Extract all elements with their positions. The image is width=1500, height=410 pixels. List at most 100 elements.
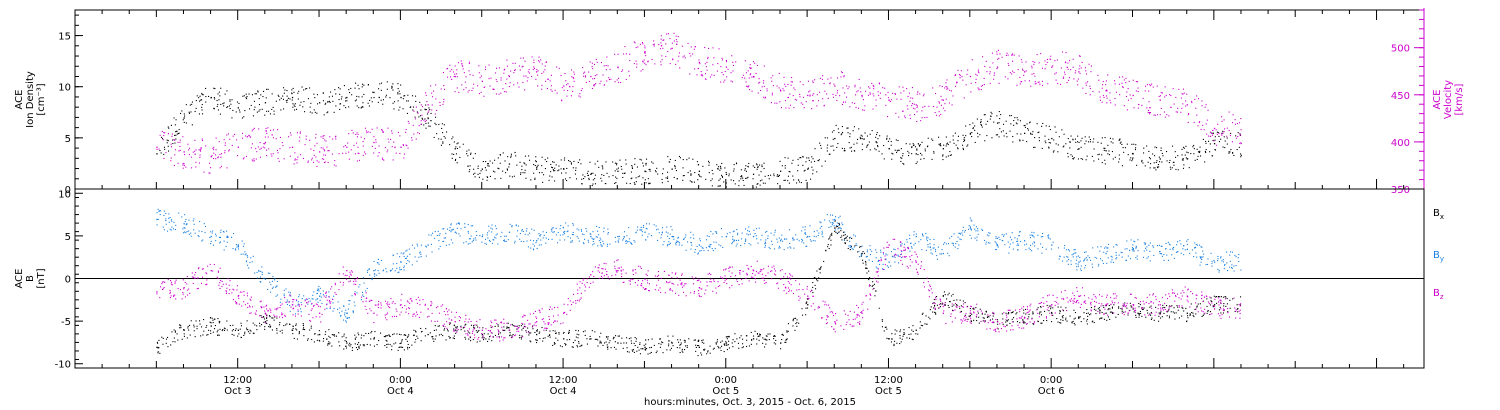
density-dot	[630, 178, 632, 180]
by-dot	[267, 288, 269, 290]
density-dot	[634, 158, 636, 160]
by-dot	[399, 256, 401, 258]
by-dot	[347, 317, 349, 319]
by-dot	[1113, 246, 1115, 248]
density-dot	[1077, 158, 1079, 160]
density-dot	[945, 136, 947, 138]
velocity-dot	[242, 137, 244, 139]
by-dot	[1041, 252, 1043, 254]
velocity-dot	[620, 82, 622, 84]
velocity-dot	[580, 90, 582, 92]
density-dot	[534, 177, 536, 179]
density-dot	[1101, 154, 1103, 156]
density-dot	[1158, 166, 1160, 168]
density-dot	[246, 96, 248, 98]
density-dot	[174, 124, 176, 126]
bx-dot	[623, 342, 625, 344]
by-dot	[184, 231, 186, 233]
density-dot	[981, 124, 983, 126]
by-dot	[411, 264, 413, 266]
velocity-dot	[178, 150, 180, 152]
density-dot	[1223, 136, 1225, 138]
density-dot	[1230, 149, 1232, 151]
bx-dot	[620, 342, 622, 344]
velocity-dot	[304, 144, 306, 146]
bx-dot	[566, 339, 568, 341]
by-dot	[773, 234, 775, 236]
by-dot	[226, 235, 228, 237]
by-dot	[341, 310, 343, 312]
by-dot	[464, 226, 466, 228]
velocity-dot	[928, 105, 930, 107]
by-dot	[261, 266, 263, 268]
density-dot	[507, 156, 509, 158]
by-dot	[209, 236, 211, 238]
density-dot	[1159, 161, 1161, 163]
bx-dot	[594, 331, 596, 333]
velocity-dot	[348, 151, 350, 153]
density-dot	[182, 119, 184, 121]
by-dot	[222, 231, 224, 233]
velocity-dot	[450, 76, 452, 78]
density-dot	[272, 106, 274, 108]
density-dot	[443, 136, 445, 138]
velocity-dot	[472, 74, 474, 76]
velocity-dot	[885, 104, 887, 106]
bx-dot	[643, 344, 645, 346]
by-dot	[557, 232, 559, 234]
density-dot	[379, 83, 381, 85]
density-dot	[510, 155, 512, 157]
density-dot	[511, 176, 513, 178]
bx-dot	[579, 345, 581, 347]
velocity-dot	[761, 86, 763, 88]
density-point	[942, 148, 944, 150]
by-dot	[869, 249, 871, 251]
by-dot	[776, 238, 778, 240]
velocity-dot	[802, 103, 804, 105]
density-dot	[1023, 125, 1025, 127]
velocity-dot	[1025, 61, 1027, 63]
velocity-dot	[636, 63, 638, 65]
density-dot	[945, 156, 947, 158]
bx-dot	[456, 330, 458, 332]
density-dot	[754, 166, 756, 168]
by-dot	[247, 256, 249, 258]
velocity-dot	[1218, 132, 1220, 134]
by-dot	[756, 228, 758, 230]
bx-dot	[724, 344, 726, 346]
velocity-dot	[819, 91, 821, 93]
by-dot	[1161, 253, 1163, 255]
velocity-dot	[544, 69, 546, 71]
density-dot	[1044, 140, 1046, 142]
bx-dot	[555, 332, 557, 334]
density-dot	[1048, 146, 1050, 148]
velocity-point	[617, 66, 619, 68]
bx-dot	[679, 339, 681, 341]
velocity-dot	[163, 135, 165, 137]
by-dot	[170, 219, 172, 221]
bx-dot	[319, 340, 321, 342]
density-dot	[1155, 161, 1157, 163]
by-dot	[637, 226, 639, 228]
velocity-dot	[616, 79, 618, 81]
density-dot	[1029, 122, 1031, 124]
by-dot	[1018, 244, 1020, 246]
velocity-dot	[873, 88, 875, 90]
density-dot	[927, 145, 929, 147]
velocity-dot	[672, 59, 674, 61]
density-dot	[668, 161, 670, 163]
density-dot	[667, 176, 669, 178]
by-dot	[879, 263, 881, 265]
velocity-dot	[513, 84, 515, 86]
velocity-dot	[283, 158, 285, 160]
by-dot	[996, 245, 998, 247]
velocity-dot	[673, 32, 675, 34]
by-dot	[572, 223, 574, 225]
by-dot	[540, 244, 542, 246]
by-dot	[595, 236, 597, 238]
bx-dot	[613, 346, 615, 348]
by-dot	[706, 235, 708, 237]
velocity-dot	[323, 135, 325, 137]
density-dot	[861, 143, 863, 145]
velocity-dot	[199, 154, 201, 156]
